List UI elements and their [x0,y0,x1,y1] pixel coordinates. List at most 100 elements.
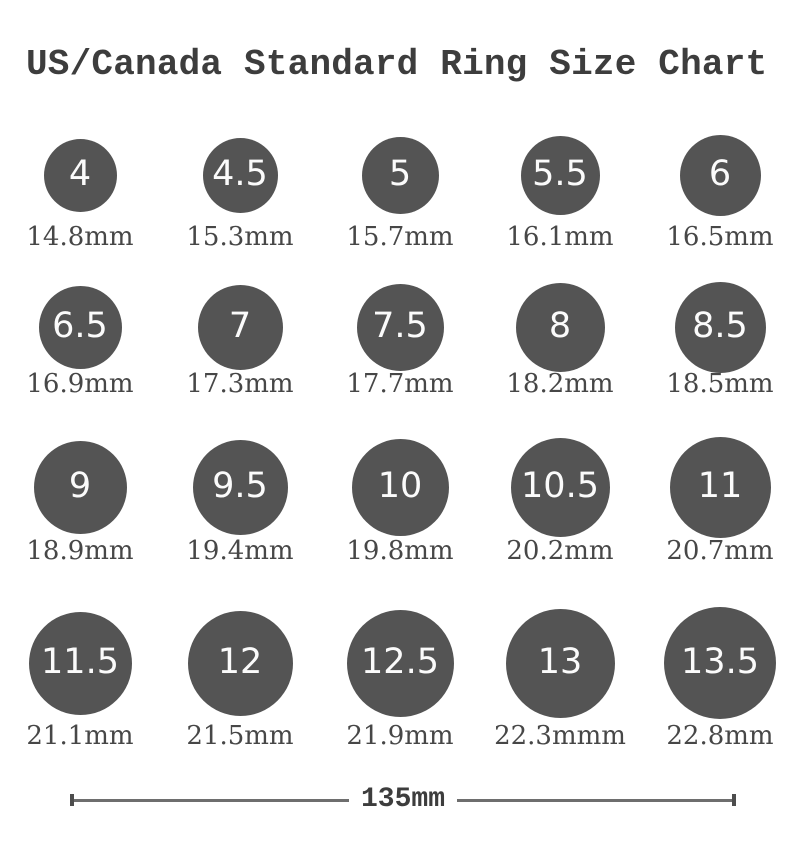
ring-diameter-label: 15.3mm [186,222,294,252]
ring-diameter-label: 18.5mm [666,369,774,399]
scale-right-tick [732,794,737,806]
ring-size-number: 9.5 [212,465,268,506]
ring-size-number: 13.5 [681,641,759,682]
ring-circle-zone: 12 [187,607,293,719]
ring-diameter-label: 16.9mm [26,369,134,399]
ring-circle: 12.5 [346,609,454,717]
ring-circle: 13 [505,608,615,718]
ring-item: 6 16.5mm [640,130,800,252]
ring-diameter-label: 20.7mm [666,536,774,566]
ring-circle-zone: 9 [33,435,127,539]
ring-item: 9.5 19.4mm [160,435,320,566]
ring-circle-zone: 13.5 [664,607,776,719]
ring-circle: 4 [43,138,117,212]
ring-circle: 7.5 [356,284,444,371]
ring-circle-zone: 6.5 [38,278,122,377]
scale-bar: 135mm [70,784,737,815]
ring-circle-zone: 7.5 [356,278,444,377]
ring-size-number: 7.5 [372,306,428,346]
ring-size-number: 8 [548,306,572,346]
ring-circle-zone: 12.5 [346,607,454,719]
ring-item: 9 18.9mm [0,435,160,566]
ring-diameter-label: 14.8mm [26,222,134,252]
ring-circle: 10 [351,438,449,536]
ring-diameter-label: 21.5mm [186,721,294,751]
ring-row: 6.5 16.9mm 7 17.3mm 7.5 17.7mm 8 18.2mm … [0,278,800,399]
ring-size-number: 10 [377,465,423,506]
ring-circle-zone: 10 [351,435,449,539]
ring-circle: 8.5 [674,282,766,373]
ring-item: 7.5 17.7mm [320,278,480,399]
ring-circle-zone: 4.5 [202,130,278,220]
ring-item: 12 21.5mm [160,607,320,751]
ring-circle: 13.5 [664,607,776,719]
ring-size-number: 12.5 [361,641,439,682]
ring-item: 8.5 18.5mm [640,278,800,399]
ring-size-number: 6.5 [52,306,108,346]
ring-circle: 5 [361,136,439,214]
ring-row: 9 18.9mm 9.5 19.4mm 10 19.8mm 10.5 20.2m… [0,435,800,566]
ring-circle: 7 [197,285,283,370]
ring-diameter-label: 17.3mm [186,369,294,399]
ring-size-number: 8.5 [692,306,748,346]
ring-circle: 11.5 [28,611,132,715]
ring-circle-zone: 4 [43,130,117,220]
ring-diameter-label: 19.4mm [186,536,294,566]
ring-size-number: 5 [388,153,412,194]
ring-item: 5 15.7mm [320,130,480,252]
scale-line-left [74,798,349,802]
ring-size-number: 9 [68,465,92,506]
ring-item: 10 19.8mm [320,435,480,566]
ring-size-number: 13 [537,641,583,682]
ring-circle: 4.5 [202,137,278,213]
ring-size-number: 7 [228,306,252,346]
ring-item: 11.5 21.1mm [0,607,160,751]
scale-label: 135mm [361,784,446,815]
ring-diameter-label: 15.7mm [346,222,454,252]
ring-size-number: 5.5 [532,153,588,194]
ring-item: 7 17.3mm [160,278,320,399]
ring-circle: 9.5 [192,439,288,535]
ring-item: 13 22.3mmm [480,607,640,751]
ring-circle-zone: 8.5 [674,278,766,377]
ring-item: 8 18.2mm [480,278,640,399]
ring-circle: 6 [679,134,761,216]
ring-circle-zone: 8 [515,278,605,377]
ring-circle: 11 [669,436,771,538]
ring-diameter-label: 18.2mm [506,369,614,399]
ring-circle: 8 [515,283,605,372]
page-title: US/Canada Standard Ring Size Chart [26,44,768,85]
ring-diameter-label: 22.3mmm [494,721,626,751]
ring-size-number: 11 [697,465,743,506]
ring-circle: 5.5 [520,135,600,215]
ring-circle-zone: 5 [361,130,439,220]
ring-diameter-label: 16.5mm [666,222,774,252]
ring-diameter-label: 17.7mm [346,369,454,399]
ring-diameter-label: 18.9mm [26,536,134,566]
ring-row: 11.5 21.1mm 12 21.5mm 12.5 21.9mm 13 22.… [0,607,800,751]
ring-circle: 9 [33,440,127,534]
ring-diameter-label: 22.8mm [666,721,774,751]
scale-line-right [457,798,733,802]
ring-circle-zone: 9.5 [192,435,288,539]
ring-circle-zone: 6 [679,130,761,220]
ring-circle: 12 [187,610,293,716]
ring-diameter-label: 21.9mm [346,721,454,751]
ring-size-number: 4 [68,153,92,194]
ring-circle-zone: 11.5 [28,607,132,719]
ring-size-number: 11.5 [41,641,119,682]
ring-item: 11 20.7mm [640,435,800,566]
ring-item: 5.5 16.1mm [480,130,640,252]
ring-item: 4.5 15.3mm [160,130,320,252]
ring-circle: 6.5 [38,286,122,369]
scale-left-tick [70,794,74,806]
ring-size-number: 4.5 [212,153,268,194]
ring-size-number: 6 [708,153,732,194]
ring-circle-zone: 11 [669,435,771,539]
ring-size-number: 12 [217,641,263,682]
ring-item: 10.5 20.2mm [480,435,640,566]
ring-row: 4 14.8mm 4.5 15.3mm 5 15.7mm 5.5 16.1mm … [0,130,800,252]
ring-item: 4 14.8mm [0,130,160,252]
ring-circle-zone: 7 [197,278,283,377]
